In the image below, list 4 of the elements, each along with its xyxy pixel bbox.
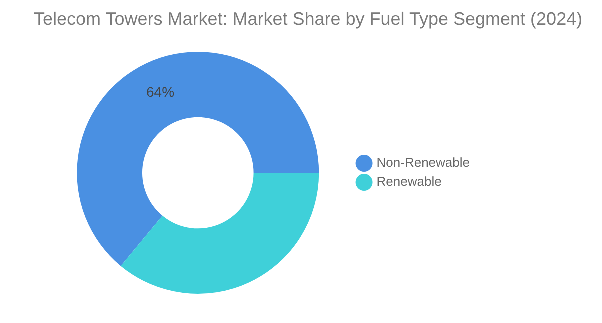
data-label: 64% (146, 84, 175, 100)
legend-label: Renewable (376, 174, 442, 190)
chart-title: Telecom Towers Market: Market Share by Fuel Type Segment (2024) (34, 9, 583, 30)
legend-label: Non-Renewable (376, 155, 470, 170)
